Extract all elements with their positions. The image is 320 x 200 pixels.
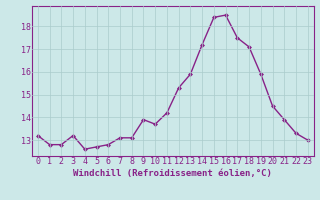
X-axis label: Windchill (Refroidissement éolien,°C): Windchill (Refroidissement éolien,°C) [73,169,272,178]
